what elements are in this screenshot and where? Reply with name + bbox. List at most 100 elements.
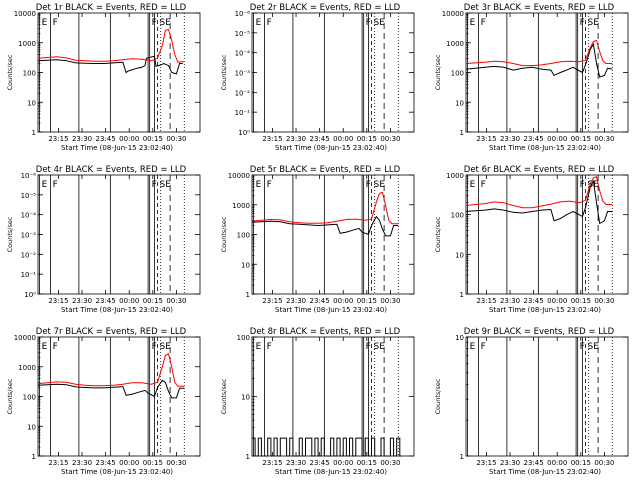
chart-det1: Det 1r BLACK = Events, RED = LLD 1 10 100 10…: [6, 3, 201, 152]
flag-label: E: [470, 18, 476, 28]
y-tick-label: 10: [455, 99, 464, 107]
x-tick-label: 23:30: [500, 297, 520, 305]
x-tick-label: 23:15: [48, 459, 68, 467]
x-tick-label: 00:30: [380, 297, 400, 305]
y-tick-label: 1: [460, 453, 464, 461]
x-tick-label: 00:00: [119, 297, 139, 305]
x-axis-label: Start Time (08-Jun-15 23:02:40): [275, 468, 387, 476]
x-tick-label: 23:30: [286, 459, 306, 467]
flag-label: E: [42, 18, 48, 28]
x-tick-label: 23:30: [500, 135, 520, 143]
flag-label: E: [470, 180, 476, 190]
chart-det4: Det 4r BLACK = Events, RED = LLD 10⁰ 10⁻¹ 1…: [6, 165, 201, 314]
x-tick-label: 23:45: [310, 297, 330, 305]
x-tick-label: 23:30: [286, 297, 306, 305]
flag-label: E: [256, 18, 262, 28]
y-tick-label: 100: [23, 394, 36, 402]
x-axis-label: Start Time (08-Jun-15 23:02:40): [489, 144, 601, 152]
x-tick-label: 00:30: [594, 135, 614, 143]
y-tick-label: 1: [460, 291, 464, 299]
plot-frame: [37, 174, 201, 295]
y-tick-label: 10: [241, 261, 250, 269]
x-tick-label: 00:15: [357, 297, 377, 305]
flag-label: E: [42, 180, 48, 190]
x-tick-label: 00:15: [143, 297, 163, 305]
plot-frame: [37, 12, 201, 133]
x-tick-label: 00:30: [166, 135, 186, 143]
flag-label: F: [152, 18, 157, 28]
x-axis-label: Start Time (08-Jun-15 23:02:40): [61, 306, 173, 314]
x-tick-label: 23:45: [96, 297, 116, 305]
x-tick-label: 23:45: [524, 297, 544, 305]
y-tick-label: 10⁻⁶: [235, 10, 251, 18]
chart-det8: Det 8r BLACK = Events, RED = LLD 1 10 100 Co…: [220, 327, 415, 476]
flag-label: SE: [374, 180, 386, 190]
x-tick-label: 23:30: [72, 459, 92, 467]
y-tick-label: 1: [32, 453, 36, 461]
y-axis-label: Counts/sec: [6, 378, 14, 414]
y-tick-label: 10⁻³: [21, 232, 37, 240]
y-tick-label: 10000: [442, 10, 464, 18]
plot-frame: [465, 12, 629, 133]
y-tick-label: 100: [451, 70, 464, 78]
x-axis-label: Start Time (08-Jun-15 23:02:40): [489, 468, 601, 476]
x-axis-label: Start Time (08-Jun-15 23:02:40): [275, 306, 387, 314]
x-tick-label: 00:30: [380, 135, 400, 143]
x-tick-label: 00:30: [166, 459, 186, 467]
y-tick-label: 1000: [232, 202, 250, 210]
x-tick-label: 23:15: [476, 135, 496, 143]
plot-frame: [465, 336, 629, 457]
y-tick-label: 10⁻⁶: [21, 172, 37, 180]
flag-label: F: [580, 180, 585, 190]
x-tick-label: 23:30: [286, 135, 306, 143]
flag-label: E: [470, 342, 476, 352]
series-line-events: [251, 215, 399, 237]
x-axis-label: Start Time (08-Jun-15 23:02:40): [61, 468, 173, 476]
flag-label: F: [481, 342, 486, 352]
y-tick-label: 1000: [18, 364, 36, 372]
series-line-events: [37, 55, 183, 75]
flag-label: F: [267, 180, 272, 190]
x-tick-label: 00:15: [357, 135, 377, 143]
chart-title: Det 1r BLACK = Events, RED = LLD: [36, 3, 187, 13]
flag-label: F: [53, 18, 58, 28]
flag-label: F: [366, 180, 371, 190]
x-tick-label: 00:00: [547, 459, 567, 467]
y-tick-label: 1000: [18, 40, 36, 48]
flag-label: F: [481, 18, 486, 28]
x-tick-label: 23:15: [476, 297, 496, 305]
series-line-events: [465, 179, 613, 225]
chart-det2: Det 2r BLACK = Events, RED = LLD 10⁰ 10⁻¹ 1…: [220, 3, 415, 152]
x-tick-label: 00:00: [333, 459, 353, 467]
flag-label: F: [267, 18, 272, 28]
chart-title: Det 8r BLACK = Events, RED = LLD: [250, 327, 401, 337]
x-tick-label: 00:30: [166, 297, 186, 305]
flag-label: F: [580, 18, 585, 28]
x-tick-label: 23:30: [72, 135, 92, 143]
chart-det5: Det 5r BLACK = Events, RED = LLD 1 10 100 10…: [220, 165, 415, 314]
chart-title: Det 2r BLACK = Events, RED = LLD: [250, 3, 401, 13]
x-tick-label: 00:00: [333, 297, 353, 305]
x-tick-label: 23:15: [48, 297, 68, 305]
x-tick-label: 23:15: [48, 135, 68, 143]
flag-label: SE: [374, 18, 386, 28]
y-tick-label: 100: [237, 232, 250, 240]
x-tick-label: 00:15: [143, 459, 163, 467]
series-line-lld: [37, 353, 185, 387]
y-tick-label: 1000: [446, 40, 464, 48]
chart-title: Det 4r BLACK = Events, RED = LLD: [36, 165, 187, 175]
x-tick-label: 00:15: [143, 135, 163, 143]
x-tick-label: 23:45: [310, 135, 330, 143]
y-tick-label: 10000: [14, 334, 36, 342]
y-tick-label: 10: [241, 394, 250, 402]
y-tick-label: 100: [451, 212, 464, 220]
y-axis-label: Counts/sec: [6, 54, 14, 90]
x-tick-label: 23:30: [500, 459, 520, 467]
x-axis-label: Start Time (08-Jun-15 23:02:40): [61, 144, 173, 152]
x-tick-label: 00:00: [119, 135, 139, 143]
flag-label: E: [256, 342, 262, 352]
flag-label: E: [42, 342, 48, 352]
x-tick-label: 00:30: [594, 297, 614, 305]
